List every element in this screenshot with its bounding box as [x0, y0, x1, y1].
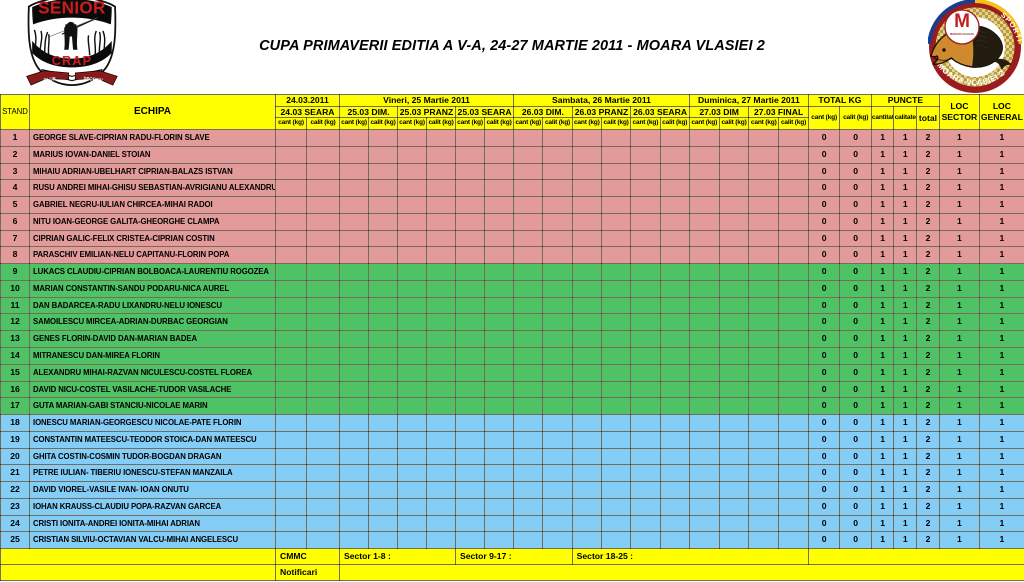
svg-text:MORARU ZILAGOS: MORARU ZILAGOS — [950, 32, 974, 36]
svg-text:SENIOR: SENIOR — [38, 0, 106, 17]
svg-text:M: M — [954, 11, 970, 32]
svg-text:CRAP: CRAP — [52, 53, 92, 68]
